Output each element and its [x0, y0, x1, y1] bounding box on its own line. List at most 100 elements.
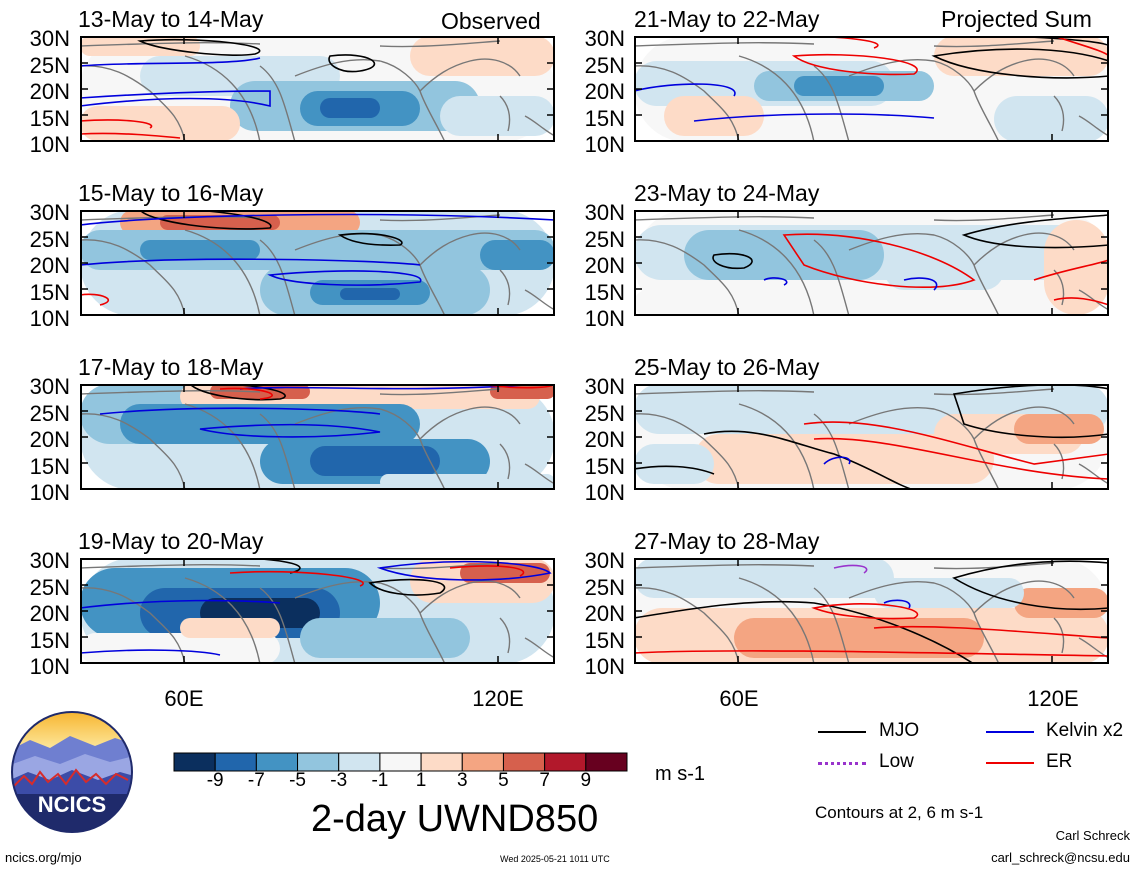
lat-label: 10N	[29, 306, 70, 331]
wave-contour	[80, 258, 421, 266]
coastline	[499, 95, 511, 132]
colorbar-swatch	[338, 752, 381, 772]
coastline	[973, 406, 1075, 440]
wave-contour	[80, 90, 271, 108]
coastline	[419, 580, 521, 614]
coastline	[634, 42, 815, 47]
wave-contour	[80, 599, 281, 609]
wave-contour	[267, 270, 422, 286]
colorbar-label: 7	[539, 770, 550, 791]
legend-line-er	[986, 762, 1034, 764]
coastline	[973, 232, 1075, 266]
lat-label: 10N	[584, 306, 625, 331]
coastline	[184, 577, 261, 664]
lat-label: 20N	[29, 79, 70, 104]
colorbar-label: -5	[289, 770, 306, 791]
coastline	[813, 239, 850, 316]
coastline	[813, 413, 850, 490]
wave-contour	[712, 252, 753, 270]
coastline	[80, 564, 261, 569]
wind-shading	[480, 240, 555, 270]
lat-label: 20N	[29, 253, 70, 278]
panel-title-observed-2: 15-May to 16-May	[78, 180, 264, 206]
wave-contour	[80, 293, 109, 306]
wind-shading	[734, 618, 984, 658]
units-label: m s-1	[655, 763, 705, 785]
colorbar-swatch	[173, 752, 216, 772]
colorbar-swatch	[420, 752, 463, 772]
coastline	[379, 40, 501, 48]
wave-contour	[449, 565, 525, 577]
colorbar-swatch	[297, 752, 340, 772]
coastline	[738, 403, 815, 490]
coastline	[634, 564, 815, 569]
wind-shading	[380, 474, 555, 490]
coastline	[80, 390, 261, 395]
ncics-logo: NCICS	[11, 711, 133, 833]
timestamp: Wed 2025-05-21 1011 UTC	[500, 854, 610, 864]
colorbar-label: 9	[580, 770, 592, 791]
lat-label: 30N	[584, 374, 625, 399]
wave-contour	[782, 233, 976, 288]
coastline	[379, 562, 501, 570]
wave-contour	[200, 558, 301, 574]
wind-shading	[340, 288, 400, 300]
site-url: ncics.org/mjo	[5, 850, 82, 865]
wind-shading	[160, 215, 280, 230]
wave-contour	[368, 578, 446, 596]
lat-label: 25N	[584, 574, 625, 600]
panel-title-observed-4: 19-May to 20-May	[78, 528, 264, 554]
panel-title-projected-2: 23-May to 24-May	[634, 180, 820, 206]
panel-title-projected-4: 27-May to 28-May	[634, 528, 820, 554]
coastline	[80, 587, 186, 664]
coastline	[634, 390, 815, 395]
panel-title-projected-1: 21-May to 22-May	[634, 6, 820, 32]
wave-contour	[239, 384, 541, 390]
coastline	[294, 406, 446, 490]
colorbar-label: -9	[206, 770, 224, 791]
lon-label-120e-right: 120E	[1027, 686, 1079, 711]
coastline	[634, 65, 740, 142]
lon-label-60e-left: 60E	[164, 686, 204, 711]
wave-contour	[811, 603, 919, 620]
colorbar-swatch	[585, 752, 628, 772]
wind-shading	[634, 558, 894, 598]
coastline	[499, 617, 511, 654]
observed-tag: Observed	[441, 8, 541, 34]
panel-title-projected-3: 25-May to 26-May	[634, 354, 820, 380]
wave-contour	[80, 57, 261, 67]
wind-shading	[300, 618, 470, 658]
map-panel-projected-1	[634, 36, 1109, 142]
coastline	[973, 580, 1075, 614]
map-panel-observed-4	[80, 558, 555, 664]
wind-shading	[794, 76, 884, 96]
wave-contour	[693, 113, 935, 122]
lon-label-60e-right: 60E	[719, 686, 759, 711]
wave-contour	[199, 423, 381, 438]
wave-contour	[952, 560, 1109, 611]
coastline	[524, 289, 555, 311]
coastline	[259, 239, 296, 316]
wind-shading	[634, 444, 714, 484]
coastline	[973, 58, 1075, 92]
coastline	[80, 65, 186, 142]
lat-label: 30N	[29, 548, 70, 573]
coastline	[848, 58, 1000, 142]
coastline	[499, 269, 511, 306]
wind-shading	[1014, 588, 1109, 618]
coastline	[379, 388, 501, 396]
coastline	[813, 587, 850, 664]
coastline	[848, 232, 1000, 316]
coastline	[524, 115, 555, 137]
wind-shading	[634, 290, 884, 316]
wind-shading	[994, 96, 1109, 142]
panel-title-observed-3: 17-May to 18-May	[78, 354, 264, 380]
coastline	[1053, 269, 1065, 306]
wave-contour	[952, 384, 1109, 439]
coastline	[634, 413, 740, 490]
coastline	[738, 577, 815, 664]
lat-label: 30N	[584, 548, 625, 573]
lat-label: 25N	[29, 400, 70, 426]
map-panel-observed-1	[80, 36, 555, 142]
wave-contour	[634, 650, 1109, 657]
